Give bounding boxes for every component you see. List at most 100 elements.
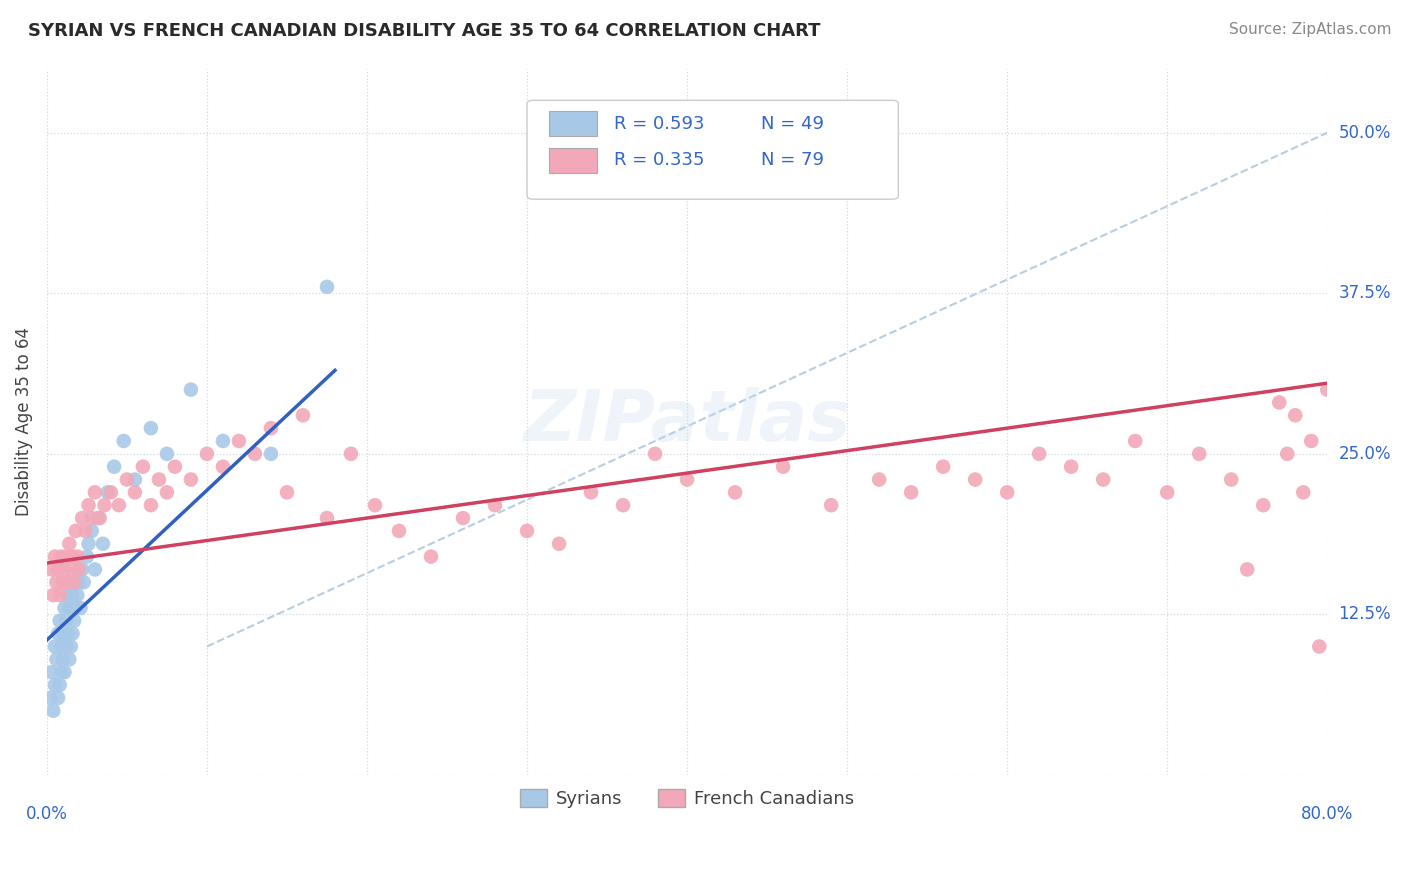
Point (316, 280, 339, 294)
Point (340, 447, 363, 461)
Point (62, 588, 84, 602)
Point (108, 498, 131, 512)
Point (1060, 459, 1083, 474)
Text: 0.0%: 0.0% (25, 805, 67, 823)
Point (70, 562, 93, 576)
Point (46, 562, 69, 576)
Bar (548, 148, 598, 173)
Point (39, 690, 62, 705)
Point (51, 640, 73, 654)
Point (48, 588, 70, 602)
Point (1284, 409, 1306, 423)
Point (995, 485, 1018, 500)
Point (148, 473, 170, 487)
Point (51, 549, 73, 564)
Point (1188, 447, 1211, 461)
Point (53, 665, 76, 680)
Point (56, 626, 79, 640)
Text: 37.5%: 37.5% (1339, 285, 1391, 302)
Point (67, 562, 90, 576)
Point (388, 524, 411, 538)
Point (676, 473, 699, 487)
Point (62, 626, 84, 640)
Point (228, 434, 250, 448)
Point (48, 614, 70, 628)
Point (1220, 473, 1243, 487)
Point (56, 588, 79, 602)
Point (276, 485, 298, 500)
Point (41, 665, 63, 680)
Point (156, 485, 179, 500)
Point (1028, 447, 1050, 461)
Point (52, 575, 75, 590)
Point (62, 549, 84, 564)
Point (100, 485, 122, 500)
Point (55, 614, 77, 628)
Point (44, 549, 66, 564)
Point (212, 434, 235, 448)
Point (965, 473, 987, 487)
Point (77, 498, 100, 512)
Text: SYRIAN VS FRENCH CANADIAN DISABILITY AGE 35 TO 64 CORRELATION CHART: SYRIAN VS FRENCH CANADIAN DISABILITY AGE… (28, 22, 821, 40)
Point (56, 575, 79, 590)
Point (83, 562, 105, 576)
Point (45, 575, 67, 590)
Point (195, 447, 218, 461)
Legend: Syrians, French Canadians: Syrians, French Canadians (512, 781, 862, 815)
Point (93, 498, 115, 512)
Point (80, 524, 103, 538)
Point (97, 485, 120, 500)
Point (1236, 562, 1258, 576)
Point (58, 652, 80, 666)
Point (55, 549, 77, 564)
Text: N = 49: N = 49 (761, 114, 824, 133)
Text: R = 0.593: R = 0.593 (614, 114, 704, 133)
Point (55, 640, 77, 654)
Point (52, 652, 75, 666)
Point (70, 511, 93, 525)
Point (868, 473, 890, 487)
Point (364, 498, 387, 512)
Point (291, 409, 314, 423)
Point (69, 601, 91, 615)
Point (1123, 434, 1146, 448)
Point (820, 498, 842, 512)
Point (163, 459, 186, 474)
Bar (548, 111, 598, 136)
Text: Source: ZipAtlas.com: Source: ZipAtlas.com (1229, 22, 1392, 37)
Point (76, 549, 98, 564)
Point (212, 459, 235, 474)
Point (724, 485, 747, 500)
Point (180, 383, 202, 397)
Point (1251, 498, 1274, 512)
Point (73, 575, 96, 590)
Text: 25.0%: 25.0% (1339, 445, 1391, 463)
Point (112, 434, 135, 448)
Point (42, 588, 65, 602)
Point (58, 537, 80, 551)
Point (44, 640, 66, 654)
Point (66, 588, 89, 602)
Point (58, 601, 80, 615)
Point (77, 537, 100, 551)
Point (83, 485, 105, 500)
Point (156, 447, 179, 461)
Text: 50.0%: 50.0% (1339, 124, 1391, 142)
Point (63, 614, 86, 628)
Point (44, 678, 66, 692)
Point (91, 537, 114, 551)
Point (932, 459, 955, 474)
Point (51, 665, 73, 680)
Point (579, 485, 602, 500)
Point (63, 575, 86, 590)
Point (1301, 434, 1323, 448)
Point (612, 498, 634, 512)
Point (316, 511, 339, 525)
Point (1308, 640, 1330, 654)
Point (516, 524, 538, 538)
Point (243, 447, 266, 461)
Point (89, 511, 111, 525)
Point (75, 524, 97, 538)
Point (124, 485, 146, 500)
Text: N = 79: N = 79 (761, 152, 824, 169)
